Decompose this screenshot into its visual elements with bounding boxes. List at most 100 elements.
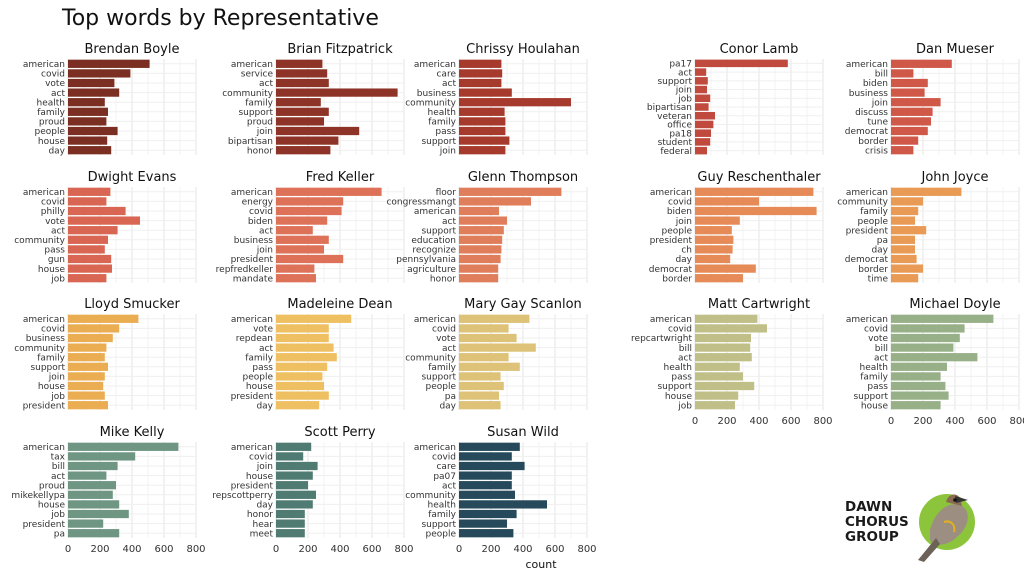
tick-label-y: join xyxy=(675,217,692,227)
bar xyxy=(68,481,116,490)
tick-label-y: covid xyxy=(668,325,692,335)
bar xyxy=(891,372,941,381)
tick-label-y: american xyxy=(414,315,456,325)
tick-label-y: join xyxy=(871,98,888,108)
tick-label-y: border xyxy=(858,265,888,275)
bar xyxy=(891,126,928,136)
tick-label-y: health xyxy=(428,501,457,511)
bar xyxy=(891,314,994,323)
bar xyxy=(276,78,329,88)
tick-label-y: bill xyxy=(679,344,692,354)
tick-label-y: house xyxy=(665,392,693,402)
tick-label-y: join xyxy=(48,373,65,383)
tick-label-y: join xyxy=(675,86,692,96)
bar xyxy=(68,362,108,371)
tick-label-y: house xyxy=(38,265,66,275)
tick-label-y: recognize xyxy=(412,246,456,256)
tick-label-y: american xyxy=(231,188,273,198)
bar xyxy=(68,117,107,126)
bar xyxy=(276,226,313,235)
tick-label-x: 0 xyxy=(888,416,894,427)
panel: Glenn Thompson floorcongressmangtamerican… xyxy=(386,170,588,284)
tick-label-y: pa17 xyxy=(669,60,692,70)
tick-label-y: house xyxy=(246,472,274,482)
tick-label-x: 200 xyxy=(481,544,500,555)
bar xyxy=(459,197,531,206)
bar xyxy=(68,78,115,88)
bar xyxy=(276,461,318,471)
panel: Michael Doyle americancovidvotebillacthea… xyxy=(846,297,1024,427)
bar xyxy=(695,264,756,273)
panel-title: Dwight Evans xyxy=(88,170,177,185)
tick-label-y: american xyxy=(231,315,273,325)
tick-label-y: president xyxy=(650,236,693,246)
bar xyxy=(68,69,131,78)
panel-title: Matt Cartwright xyxy=(708,297,810,312)
bar xyxy=(276,126,360,136)
tick-label-y: bipartisan xyxy=(647,103,692,113)
panel: John Joyceamericancommunityfamilypeoplep… xyxy=(837,170,1020,284)
bar xyxy=(276,216,328,225)
tick-label-y: president xyxy=(231,392,274,402)
panel: Fred Keller americanenergycovidbidenactbu… xyxy=(216,170,405,284)
tick-label-y: join xyxy=(256,462,273,472)
bar xyxy=(891,245,915,254)
bar xyxy=(68,471,107,480)
tick-label-y: repfredkeller xyxy=(216,265,274,275)
panel-title: Fred Keller xyxy=(306,170,375,185)
tick-label-x: 400 xyxy=(513,544,532,555)
bar xyxy=(695,59,788,68)
tick-label-y: agriculture xyxy=(407,265,456,275)
bar xyxy=(276,274,316,283)
bar xyxy=(459,391,499,400)
tick-label-y: proud xyxy=(39,481,65,491)
bar xyxy=(459,471,512,480)
bar xyxy=(276,442,312,451)
tick-label-x: 400 xyxy=(330,544,349,555)
tick-label-y: family xyxy=(860,207,888,217)
bar xyxy=(891,146,914,155)
bar xyxy=(695,111,715,120)
tick-label-y: office xyxy=(667,121,692,131)
tick-label-y: repscottperry xyxy=(212,491,273,501)
tick-label-y: support xyxy=(421,520,456,530)
tick-label-y: family xyxy=(37,353,65,363)
panel: Matt Cartwright americancovidrepcartwrigh… xyxy=(631,297,833,427)
tick-label-y: pa xyxy=(445,392,456,402)
bar xyxy=(276,98,321,107)
tick-label-y: job xyxy=(50,392,65,402)
tick-label-y: covid xyxy=(249,207,273,217)
tick-label-y: support xyxy=(421,226,456,236)
tick-label-y: business xyxy=(234,236,274,246)
panel: Mary Gay Scanlon americancovidvoteactcomm… xyxy=(405,297,588,411)
bar xyxy=(459,529,514,538)
panel-title: Susan Wild xyxy=(487,425,559,440)
bar xyxy=(459,314,530,323)
panel-title: Glenn Thompson xyxy=(468,170,578,185)
bar xyxy=(695,353,752,362)
tick-label-y: people xyxy=(242,373,273,383)
tick-label-x: 400 xyxy=(749,416,768,427)
tick-label-y: vote xyxy=(45,79,65,89)
tick-label-y: family xyxy=(428,510,456,520)
bar xyxy=(459,59,502,68)
tick-label-y: people xyxy=(425,529,456,539)
tick-label-y: hear xyxy=(253,520,274,530)
tick-label-y: honor xyxy=(247,146,273,156)
bar xyxy=(68,126,118,136)
panel-title: Dan Mueser xyxy=(916,42,995,57)
bar xyxy=(459,235,503,244)
tick-label-x: 800 xyxy=(577,544,596,555)
tick-label-y: american xyxy=(23,60,65,70)
tick-label-y: american xyxy=(23,443,65,453)
bar xyxy=(68,372,105,381)
tick-label-y: democrat xyxy=(845,255,889,265)
tick-label-y: day xyxy=(871,246,888,256)
logo-line-3: GROUP xyxy=(845,529,899,545)
bar xyxy=(695,324,767,333)
bar xyxy=(68,254,112,264)
bar xyxy=(276,452,304,461)
bar xyxy=(891,333,960,343)
bar xyxy=(891,197,923,206)
bar xyxy=(276,245,324,254)
